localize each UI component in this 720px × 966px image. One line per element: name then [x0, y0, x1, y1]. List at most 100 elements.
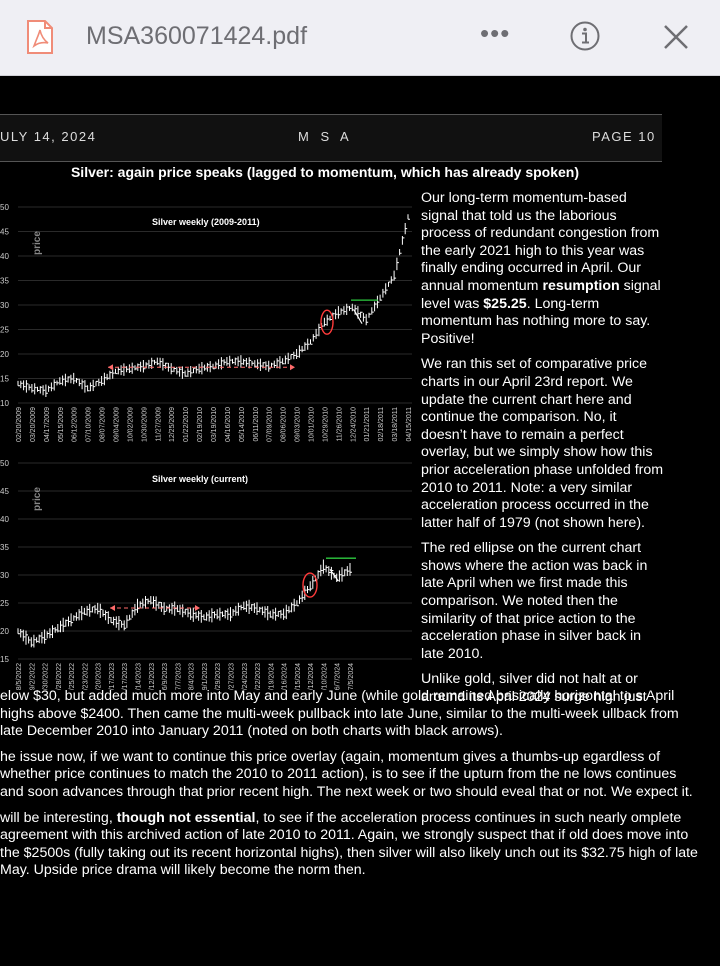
x-tick-label: 09/04/2009: [114, 407, 121, 442]
x-tick-label: 02/18/2011: [378, 407, 385, 442]
x-tick-label: 6/7/2024: [335, 663, 342, 690]
x-tick-label: 06/11/2010: [253, 407, 260, 442]
full-width-text: elow $30, but added much more into May a…: [0, 688, 700, 888]
price-series: [17, 214, 410, 397]
x-tick-label: 3/17/2023: [122, 663, 129, 690]
x-tick-label: 9/2/2022: [29, 663, 36, 690]
x-tick-label: 1/20/2023: [96, 663, 103, 690]
right-column-text: Our long-term momentum-based signal that…: [421, 190, 664, 715]
y-tick-label: 35: [0, 277, 9, 286]
chart-label: Silver weekly (current): [152, 474, 248, 484]
y-tick-label: 15: [0, 375, 9, 384]
y-tick-label: 30: [0, 301, 9, 310]
full-width-paragraph: elow $30, but added much more into May a…: [0, 688, 679, 740]
x-tick-label: 2/17/2023: [109, 663, 116, 690]
chart-silver-current: 50 45 40 35 30 25 20 15 price Silver weekly (curr…: [0, 459, 412, 690]
x-tick-label: 6/9/2023: [162, 663, 169, 690]
x-tick-label: 12/25/2009: [169, 407, 176, 442]
x-tick-label: 05/15/2009: [58, 407, 65, 442]
more-options-button[interactable]: •••: [480, 18, 511, 48]
x-tick-label: 7/7/2023: [175, 663, 182, 690]
info-button[interactable]: [570, 21, 600, 51]
x-tick-label: 02/19/2010: [197, 407, 204, 442]
full-width-paragraph: he issue now, if we want to continue thi…: [0, 748, 693, 800]
y-tick-label: 10: [0, 399, 9, 408]
x-tick-label: 11/25/2022: [69, 663, 76, 690]
x-tick-label: 12/22/2023: [255, 663, 262, 690]
y-tick-label: 20: [0, 627, 9, 636]
x-tick-label: 11/27/2009: [155, 407, 162, 442]
page-number: PAGE 10: [592, 129, 656, 144]
x-tick-label: 10/02/2009: [127, 407, 134, 442]
x-tick-label: 9/30/2022: [43, 663, 50, 690]
y-tick-label: 15: [0, 655, 9, 664]
report-masthead: M S A: [298, 129, 353, 144]
chart-label: Silver weekly (2009-2011): [152, 217, 260, 227]
report-date: ULY 14, 2024: [0, 129, 97, 144]
y-tick-label: 50: [0, 459, 9, 468]
y-tick-label: 30: [0, 571, 9, 580]
x-tick-label: 5/10/2024: [321, 663, 328, 690]
x-tick-label: 9/29/2023: [215, 663, 222, 690]
pdf-file-icon: [27, 20, 53, 54]
x-tick-label: 8/5/2022: [16, 663, 23, 690]
x-tick-label: 03/19/2010: [211, 407, 218, 442]
x-tick-label: 04/17/2009: [44, 407, 51, 442]
y-tick-label: 45: [0, 487, 9, 496]
x-tick-label: 12/23/2022: [82, 663, 89, 690]
x-tick-label: 04/15/2011: [406, 407, 413, 442]
column-paragraph-continued: Unlike gold, silver did not halt at or a…: [421, 671, 647, 706]
x-tick-label: 06/12/2009: [72, 407, 79, 442]
figure-title: Silver: again price speaks (lagged to mo…: [70, 164, 580, 180]
y-tick-label: 20: [0, 350, 9, 359]
x-tick-label: 03/18/2011: [392, 407, 399, 442]
y-tick-label: 25: [0, 599, 9, 608]
x-tick-label: 3/15/2024: [295, 663, 302, 690]
x-tick-label: 02/20/2009: [16, 407, 23, 442]
column-paragraph: Our long-term momentum-based signal that…: [421, 190, 661, 347]
x-tick-label: 1/19/2024: [268, 663, 275, 690]
red-ellipse: [320, 309, 334, 335]
x-tick-label: 04/16/2010: [225, 407, 232, 442]
document-title: MSA360071424.pdf: [86, 22, 308, 50]
x-tick-label: 4/12/2024: [308, 663, 315, 690]
report-header: ULY 14, 2024 M S A PAGE 10: [0, 114, 662, 162]
y-tick-label: 50: [0, 203, 9, 212]
close-button[interactable]: [662, 23, 690, 51]
y-axis-label: price: [32, 487, 43, 511]
x-tick-label: 08/06/2010: [281, 407, 288, 442]
full-width-paragraph: will be interesting, though not essentia…: [0, 809, 698, 879]
x-tick-label: 10/01/2010: [309, 407, 316, 442]
y-tick-label: 40: [0, 252, 9, 261]
y-axis-label: price: [32, 231, 43, 255]
x-tick-label: 4/14/2023: [136, 663, 143, 690]
x-tick-label: 2/16/2024: [282, 663, 289, 690]
silver-comparison-charts: 50 45 40 35 30 25 20 15 10 price Silver weekly (20…: [0, 203, 413, 690]
x-tick-label: 10/27/2023: [228, 663, 235, 690]
y-tick-label: 35: [0, 543, 9, 552]
x-tick-label: 11/24/2023: [242, 663, 249, 690]
x-tick-label: 10/29/2010: [322, 407, 329, 442]
x-tick-label: 10/28/2022: [56, 663, 63, 690]
x-tick-label: 08/07/2009: [100, 407, 107, 442]
pullback-arrow: [353, 309, 363, 324]
y-tick-label: 25: [0, 326, 9, 335]
viewer-toolbar: MSA360071424.pdf •••: [0, 0, 720, 76]
x-tick-label: 8/4/2023: [189, 663, 196, 690]
x-tick-label: 7/5/2024: [348, 663, 355, 690]
pullback-arrow: [329, 569, 339, 581]
price-series: [17, 559, 352, 648]
x-tick-label: 5/12/2023: [149, 663, 156, 690]
red-ellipse: [302, 572, 318, 598]
x-tick-label: 01/22/2010: [183, 407, 190, 442]
y-tick-label: 45: [0, 228, 9, 237]
x-tick-label: 11/26/2010: [336, 407, 343, 442]
x-tick-label: 07/10/2009: [86, 407, 93, 442]
y-tick-label: 40: [0, 515, 9, 524]
x-tick-label: 01/21/2011: [364, 407, 371, 442]
x-tick-label: 07/09/2010: [267, 407, 274, 442]
column-paragraph: The red ellipse on the current chart sho…: [421, 540, 648, 662]
x-tick-label: 09/03/2010: [295, 407, 302, 442]
x-tick-label: 12/24/2010: [350, 407, 357, 442]
chart-silver-2009-2011: 50 45 40 35 30 25 20 15 10 price Silver weekly (20…: [0, 203, 413, 442]
